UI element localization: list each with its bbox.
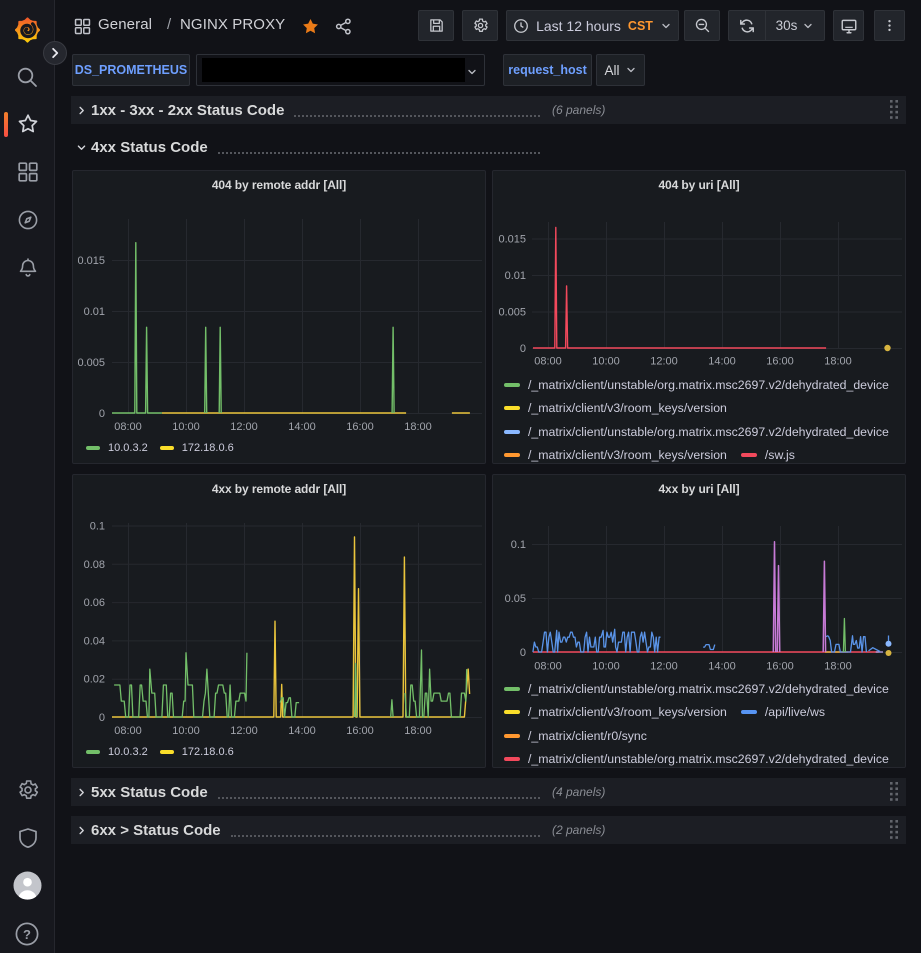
svg-text:18:00: 18:00 bbox=[824, 356, 852, 368]
svg-text:08:00: 08:00 bbox=[534, 356, 562, 368]
svg-text:0: 0 bbox=[99, 408, 105, 420]
svg-text:08:00: 08:00 bbox=[114, 725, 142, 737]
svg-text:0.005: 0.005 bbox=[498, 307, 526, 319]
svg-text:12:00: 12:00 bbox=[650, 661, 678, 673]
svg-text:0.015: 0.015 bbox=[77, 255, 105, 267]
svg-text:16:00: 16:00 bbox=[346, 421, 374, 433]
svg-text:10:00: 10:00 bbox=[592, 356, 620, 368]
svg-text:0.005: 0.005 bbox=[77, 357, 105, 369]
svg-text:0.015: 0.015 bbox=[498, 234, 526, 246]
svg-text:0.1: 0.1 bbox=[511, 539, 526, 551]
svg-text:0: 0 bbox=[520, 343, 526, 355]
svg-text:14:00: 14:00 bbox=[708, 356, 736, 368]
svg-text:0.1: 0.1 bbox=[90, 521, 105, 533]
svg-text:10:00: 10:00 bbox=[592, 661, 620, 673]
svg-text:16:00: 16:00 bbox=[766, 356, 794, 368]
svg-text:0.05: 0.05 bbox=[505, 593, 526, 605]
svg-text:16:00: 16:00 bbox=[766, 661, 794, 673]
svg-text:0: 0 bbox=[99, 712, 105, 724]
svg-text:10:00: 10:00 bbox=[172, 725, 200, 737]
svg-text:0: 0 bbox=[520, 647, 526, 659]
svg-text:14:00: 14:00 bbox=[708, 661, 736, 673]
svg-text:0.08: 0.08 bbox=[84, 559, 105, 571]
svg-text:14:00: 14:00 bbox=[288, 725, 316, 737]
svg-text:10:00: 10:00 bbox=[172, 421, 200, 433]
svg-text:12:00: 12:00 bbox=[230, 725, 258, 737]
svg-text:18:00: 18:00 bbox=[824, 661, 852, 673]
svg-text:08:00: 08:00 bbox=[534, 661, 562, 673]
svg-text:0.02: 0.02 bbox=[84, 674, 105, 686]
svg-text:0.04: 0.04 bbox=[84, 635, 105, 647]
svg-text:14:00: 14:00 bbox=[288, 421, 316, 433]
svg-text:12:00: 12:00 bbox=[230, 421, 258, 433]
svg-text:0.06: 0.06 bbox=[84, 597, 105, 609]
svg-text:18:00: 18:00 bbox=[404, 725, 432, 737]
svg-text:?: ? bbox=[23, 927, 31, 942]
svg-text:12:00: 12:00 bbox=[650, 356, 678, 368]
svg-text:0.01: 0.01 bbox=[505, 270, 526, 282]
svg-text:18:00: 18:00 bbox=[404, 421, 432, 433]
svg-text:0.01: 0.01 bbox=[84, 306, 105, 318]
svg-text:16:00: 16:00 bbox=[346, 725, 374, 737]
svg-text:08:00: 08:00 bbox=[114, 421, 142, 433]
